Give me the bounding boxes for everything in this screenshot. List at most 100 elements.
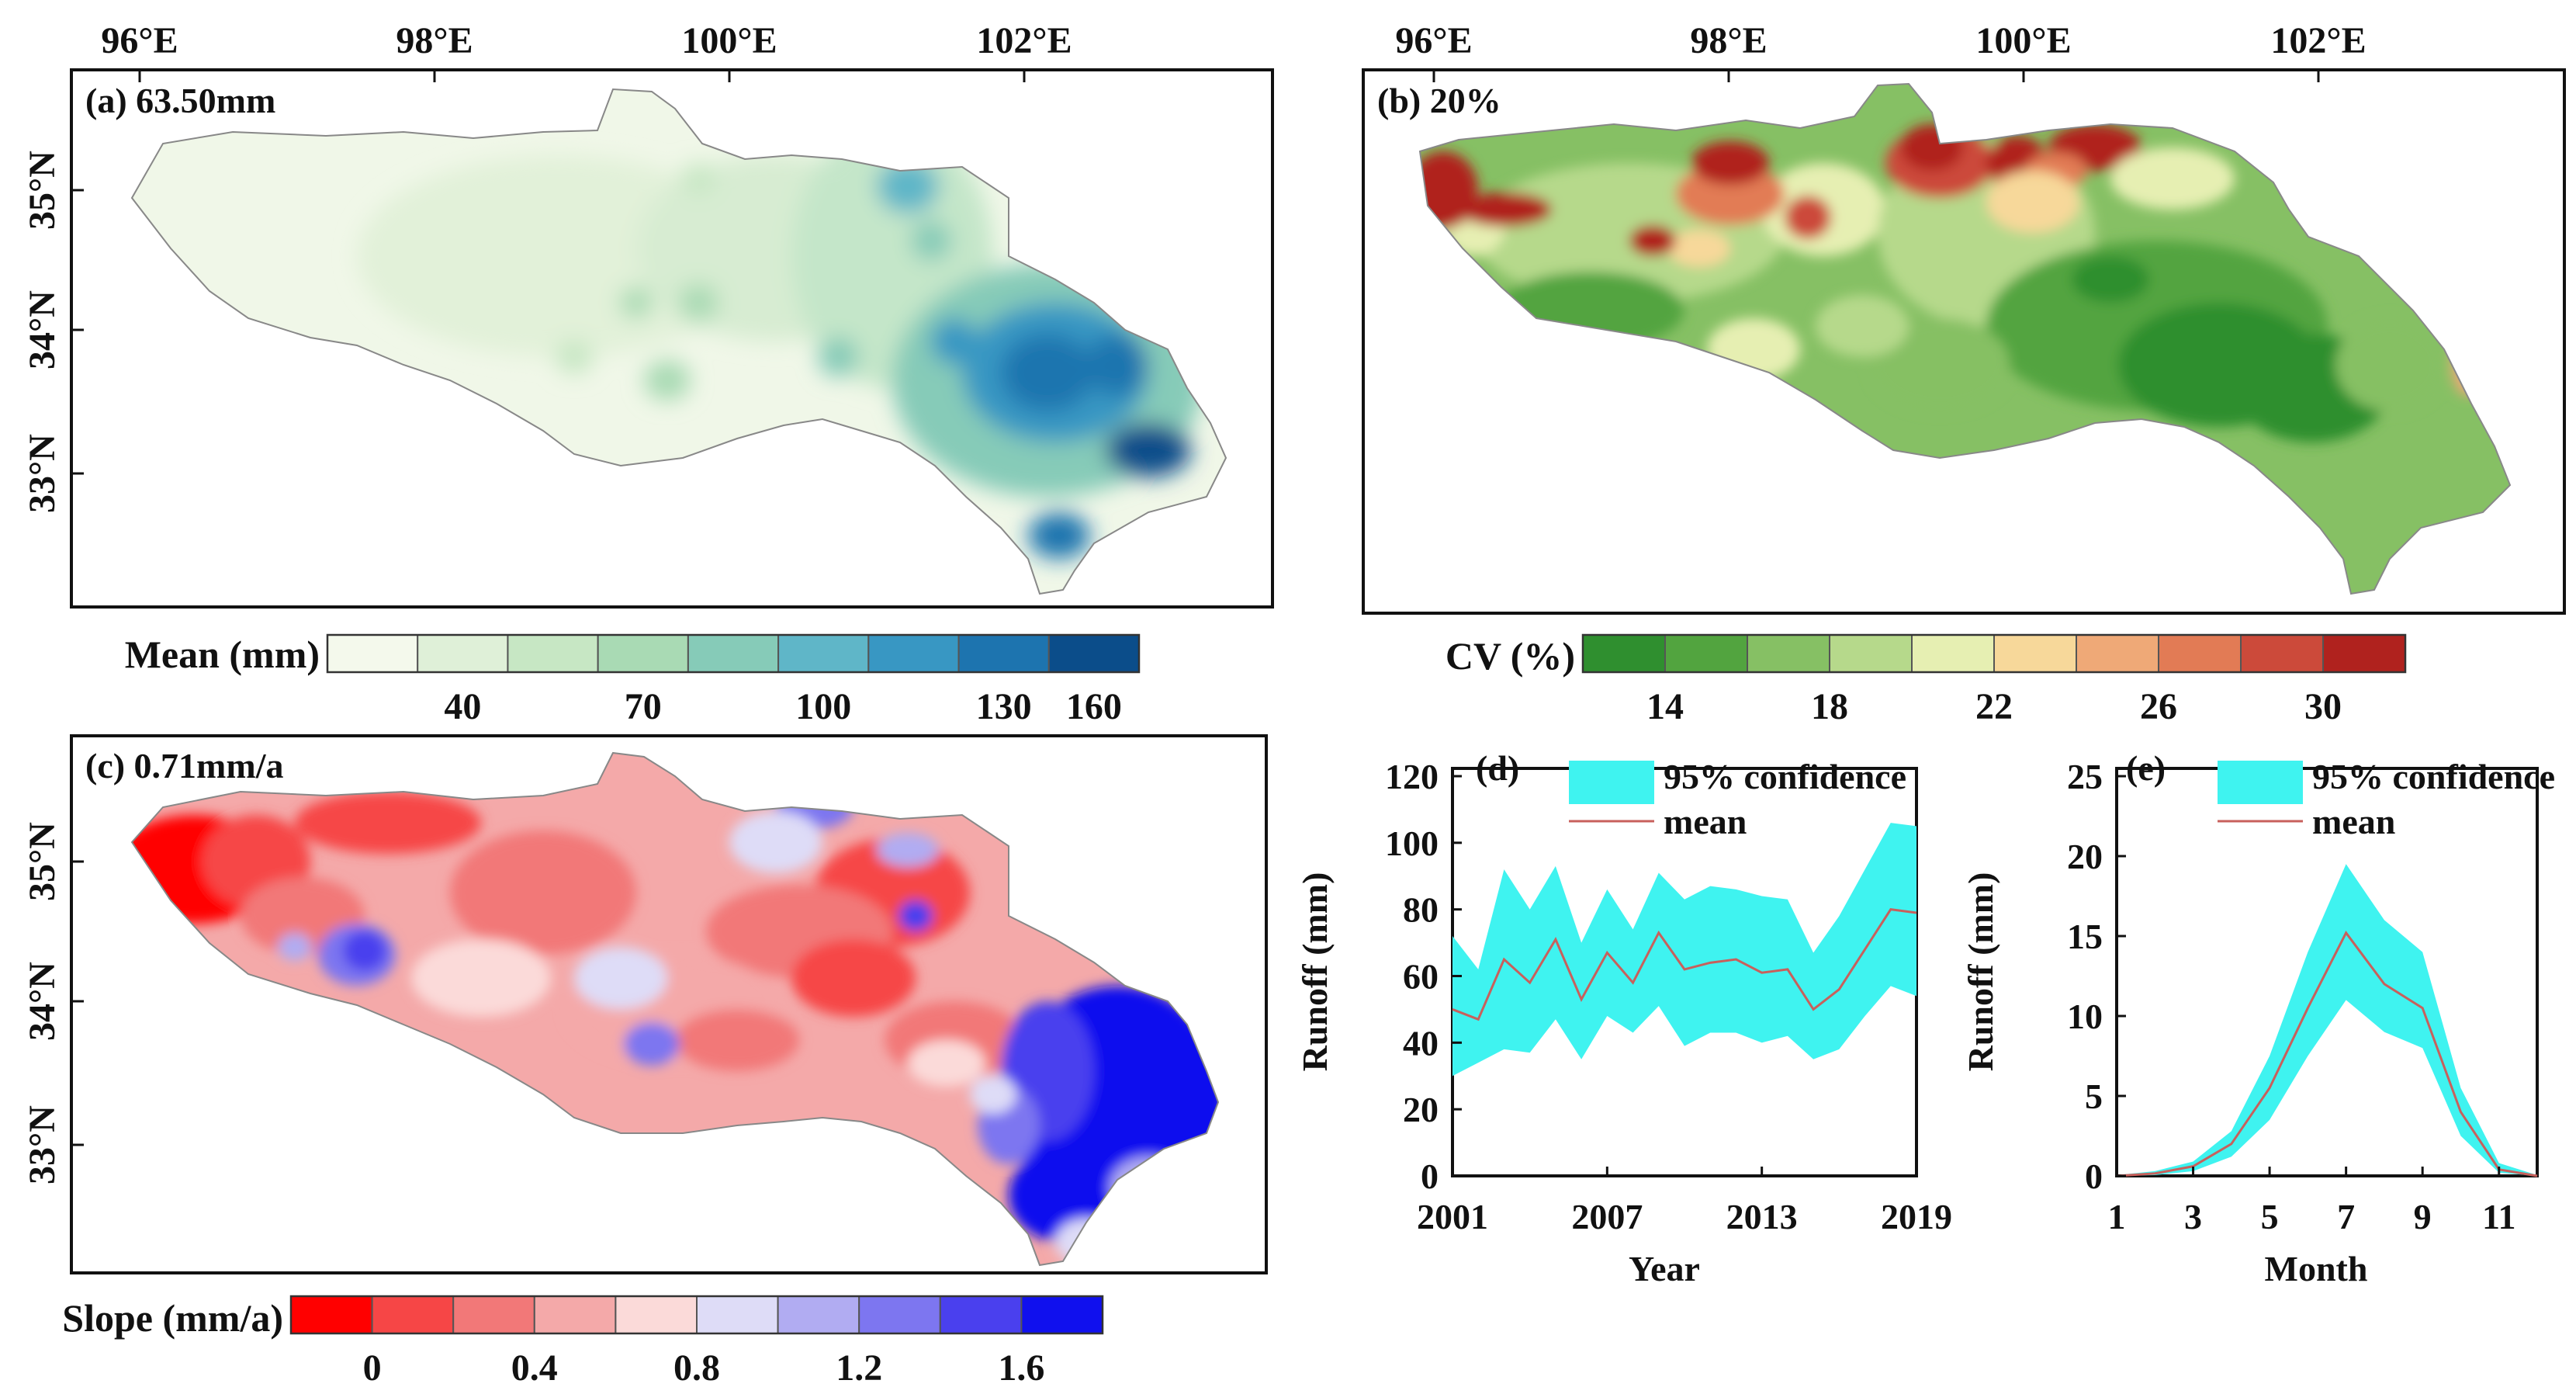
panel-c-lat-label: 35°N bbox=[22, 822, 63, 901]
panel-a: (a) 63.50mm 96°E 98°E 100°E 102°E 35°N 34°N 33… bbox=[22, 20, 1274, 609]
panel-e-legend-mean: mean bbox=[2312, 802, 2395, 841]
panel-e-y-label: 20 bbox=[2067, 837, 2103, 876]
panel-e-legend-confidence: 95% confidence bbox=[2312, 757, 2555, 796]
panel-b-basin-map bbox=[1420, 84, 2510, 594]
panel-c-legend-title: Slope (mm/a) bbox=[62, 1296, 283, 1340]
panel-d-x-label: 2007 bbox=[1571, 1197, 1643, 1236]
panel-e-ylabel: Runoff (mm) bbox=[1961, 872, 2000, 1072]
panel-d-y-label: 100 bbox=[1385, 824, 1439, 863]
panel-d-y-label: 40 bbox=[1403, 1023, 1439, 1063]
panel-c-legend-swatch bbox=[290, 1295, 373, 1334]
panel-a-legend-swatch bbox=[597, 634, 689, 673]
panel-b-legend-swatch bbox=[1993, 634, 2077, 673]
panel-a-legend-swatch bbox=[867, 634, 960, 673]
panel-a-lon-label: 102°E bbox=[976, 20, 1072, 61]
panel-c-legend-swatch bbox=[371, 1295, 455, 1334]
panel-c-lat-label: 34°N bbox=[22, 962, 63, 1041]
panel-d-legend-swatch bbox=[1569, 761, 1654, 804]
panel-b-legend-title: CV (%) bbox=[1446, 634, 1575, 678]
panel-a-legend-label: 100 bbox=[795, 686, 851, 727]
panel-a-legend-swatch bbox=[327, 634, 419, 673]
panel-d-x-label: 2001 bbox=[1417, 1197, 1488, 1236]
panel-e-legend-swatch bbox=[2218, 761, 2303, 804]
panel-a-legend: Mean (mm) 40 70 100 130 160 bbox=[125, 633, 1141, 727]
panel-a-legend-label: 130 bbox=[976, 686, 1032, 727]
panel-b-legend-swatch bbox=[2322, 634, 2406, 673]
panel-c-legend: Slope (mm/a) 0 0.4 0.8 1.2 1.6 bbox=[62, 1295, 1104, 1389]
panel-c-legend-swatch bbox=[777, 1295, 860, 1334]
panel-e-y-label: 5 bbox=[2085, 1077, 2103, 1116]
panel-a-lon-label: 100°E bbox=[681, 20, 777, 61]
panel-e-title: (e) bbox=[2126, 748, 2166, 788]
panel-d-x-label: 2013 bbox=[1726, 1197, 1798, 1236]
panel-a-lat-label: 34°N bbox=[22, 290, 63, 369]
panel-d-mean-line bbox=[1452, 908, 1917, 1021]
panel-e-x-label: 9 bbox=[2414, 1197, 2432, 1236]
panel-c: (c) 0.71mm/a 35°N 34°N 33°N bbox=[22, 734, 1268, 1274]
panel-b-legend-swatch bbox=[2158, 634, 2242, 673]
panel-a-legend-label: 70 bbox=[625, 686, 662, 727]
panel-b-legend-swatch bbox=[1829, 634, 1913, 673]
panel-c-legend-label: 1.2 bbox=[836, 1347, 882, 1389]
panel-c-legend-swatch bbox=[696, 1295, 779, 1334]
panel-d-confidence-band bbox=[1452, 823, 1916, 1077]
panel-e-x-label: 1 bbox=[2108, 1197, 2126, 1236]
panel-e-mean-line bbox=[2116, 931, 2538, 1177]
panel-b-legend-swatch bbox=[1582, 634, 1666, 673]
panel-c-legend-label: 0 bbox=[363, 1347, 382, 1389]
panel-e-confidence-band bbox=[2117, 864, 2537, 1176]
panel-d-y-label: 0 bbox=[1421, 1156, 1439, 1196]
panel-c-legend-label: 1.6 bbox=[998, 1347, 1044, 1389]
panel-b: (b) 20% 96°E 98°E 100°E 102°E bbox=[1362, 20, 2566, 615]
panel-c-legend-label: 0.8 bbox=[673, 1347, 720, 1389]
panel-a-legend-swatch bbox=[777, 634, 870, 673]
panel-c-legend-label: 0.4 bbox=[511, 1347, 558, 1389]
panel-d-y-label: 20 bbox=[1403, 1090, 1439, 1129]
panel-b-lon-label: 102°E bbox=[2270, 20, 2366, 61]
panel-c-legend-swatch bbox=[533, 1295, 617, 1334]
panel-d-legend-confidence: 95% confidence bbox=[1664, 757, 1906, 796]
panel-c-legend-swatch bbox=[452, 1295, 535, 1334]
panel-a-legend-swatch bbox=[417, 634, 509, 673]
panel-a-lat-label: 35°N bbox=[22, 151, 63, 230]
panel-a-lat-label: 33°N bbox=[22, 434, 63, 513]
panel-c-legend-swatch bbox=[858, 1295, 941, 1334]
panel-d-title: (d) bbox=[1476, 748, 1519, 788]
panel-e-x-label: 5 bbox=[2261, 1197, 2279, 1236]
panel-b-legend-swatch bbox=[2240, 634, 2324, 673]
panel-c-legend-bar-border bbox=[289, 1295, 1104, 1335]
panel-a-legend-title: Mean (mm) bbox=[125, 633, 320, 676]
panel-a-lon-label: 98°E bbox=[396, 20, 473, 61]
panel-b-legend-bar-border bbox=[1581, 633, 2407, 674]
panel-a-title: (a) 63.50mm bbox=[85, 81, 275, 120]
panel-e-x-label: 11 bbox=[2482, 1197, 2515, 1236]
panel-b-legend-swatch bbox=[2076, 634, 2159, 673]
panel-b-legend: CV (%) 14 18 22 26 30 bbox=[1446, 633, 2407, 727]
panel-b-lon-label: 98°E bbox=[1690, 20, 1767, 61]
panel-c-lat-label: 33°N bbox=[22, 1105, 63, 1184]
panel-b-axes: 96°E 98°E 100°E 102°E bbox=[1395, 20, 2367, 82]
panel-d-y-label: 60 bbox=[1403, 957, 1439, 997]
panel-a-legend-swatch bbox=[1047, 634, 1141, 673]
panel-e-y-label: 25 bbox=[2067, 757, 2103, 796]
panel-c-legend-swatch bbox=[1020, 1295, 1104, 1334]
panel-a-legend-swatch bbox=[957, 634, 1050, 673]
panel-b-lon-label: 96°E bbox=[1395, 20, 1472, 61]
panel-a-legend-swatch bbox=[507, 634, 599, 673]
panel-d-ylabel: Runoff (mm) bbox=[1295, 872, 1335, 1072]
panel-e-y-label: 15 bbox=[2067, 917, 2103, 956]
panel-b-legend-swatch bbox=[1664, 634, 1748, 673]
panel-c-legend-swatch bbox=[615, 1295, 698, 1334]
panel-c-title: (c) 0.71mm/a bbox=[85, 746, 283, 785]
panel-e-x-label: 3 bbox=[2184, 1197, 2202, 1236]
panel-b-legend-label: 22 bbox=[1975, 686, 2013, 727]
panel-a-legend-label: 160 bbox=[1066, 686, 1122, 727]
panel-b-legend-label: 18 bbox=[1811, 686, 1848, 727]
panel-b-legend-label: 26 bbox=[2140, 686, 2177, 727]
panel-e-y-label: 0 bbox=[2085, 1156, 2103, 1196]
panel-a-axes: 96°E 98°E 100°E 102°E 35°N 34°N 33°N bbox=[22, 20, 1072, 513]
panel-d-x-label: 2019 bbox=[1881, 1197, 1952, 1236]
panel-e-y-label: 10 bbox=[2067, 997, 2103, 1036]
